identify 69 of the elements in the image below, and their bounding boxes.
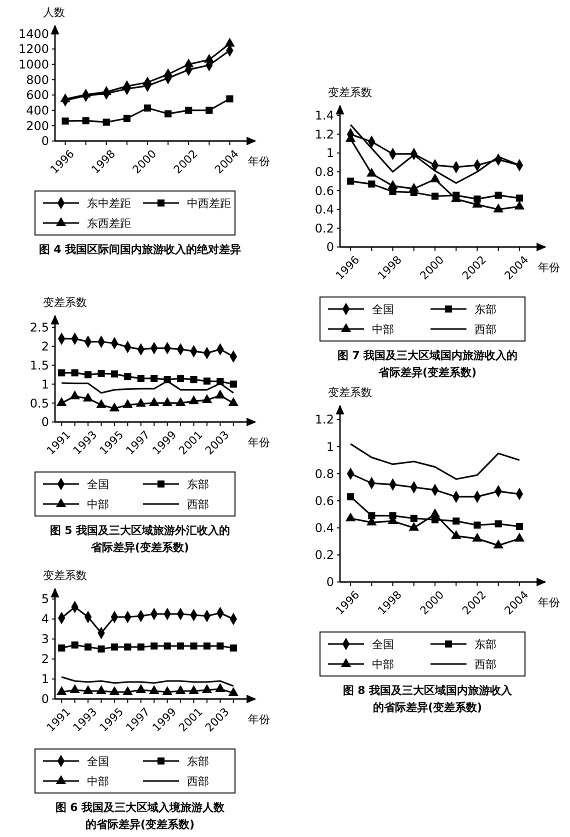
legend-label: 中部 (87, 774, 109, 788)
y-tick-label: 800 (26, 72, 49, 87)
y-tick-label: 2.5 (30, 320, 49, 335)
text: 图 6 我国及三大区域入境旅游人数的省际差异(变差系数) (55, 801, 226, 831)
y-tick-label: 0.4 (314, 202, 334, 217)
y-tick-label: 2 (41, 652, 49, 666)
x-axis-title: 年份 (538, 596, 560, 609)
legend-label: 西部 (187, 774, 209, 788)
y-tick-label: 0.6 (314, 494, 334, 508)
text: 图 4 我国区际间国内旅游收入的绝对差异 (38, 243, 242, 256)
y-tick-label: 1.2 (314, 127, 334, 142)
legend-label: 全国 (87, 754, 109, 768)
y-tick-label: 1.4 (314, 108, 334, 123)
y-axis-title: 变差系数 (328, 86, 372, 99)
x-axis-title: 年份 (248, 436, 270, 449)
legend-label: 东部 (474, 638, 496, 651)
text: 图 8 我国及三大区域国内旅游收入的省际差异(变差系数) (342, 684, 514, 714)
y-tick-label: 0.2 (314, 548, 334, 562)
legend-label: 中部 (372, 322, 394, 336)
y-tick-label: 0 (41, 134, 49, 148)
y-axis-title: 人数 (43, 6, 65, 19)
y-tick-label: 0 (326, 240, 334, 254)
y-tick-label: 1200 (18, 42, 49, 56)
y-tick-label: 0.8 (314, 466, 334, 481)
legend-label: 中部 (87, 498, 109, 511)
y-tick-label: 2 (41, 339, 49, 354)
y-tick-label: 1000 (18, 58, 49, 72)
y-tick-label: 1 (326, 440, 334, 454)
legend-label: 全国 (372, 638, 394, 651)
legend-label: 中西差距 (187, 196, 231, 210)
y-tick-label: 1 (41, 672, 49, 686)
y-tick-label: 0 (41, 692, 49, 706)
y-tick-label: 200 (26, 118, 49, 133)
legend-label: 全国 (87, 478, 109, 491)
legend-label: 西部 (187, 498, 209, 511)
y-tick-label: 0.2 (314, 221, 334, 236)
y-tick-label: 5 (41, 592, 49, 606)
y-tick-label: 0.6 (314, 184, 334, 198)
y-tick-label: 1.2 (314, 412, 334, 427)
y-tick-label: 600 (26, 88, 49, 102)
x-axis-title: 年份 (538, 261, 560, 274)
y-tick-label: 400 (26, 104, 49, 118)
y-tick-label: 1 (41, 377, 49, 392)
legend-label: 东部 (187, 478, 209, 491)
x-axis-title: 年份 (248, 155, 270, 168)
y-tick-label: 1 (326, 146, 334, 160)
legend-label: 东西差距 (87, 216, 131, 230)
y-tick-label: 0.5 (30, 396, 49, 410)
y-tick-label: 4 (41, 612, 49, 626)
legend-label: 中部 (372, 658, 394, 671)
y-tick-label: 3 (41, 632, 49, 646)
y-tick-label: 1.5 (30, 358, 49, 372)
y-tick-label: 0 (326, 575, 334, 590)
y-tick-label: 0.8 (314, 165, 334, 179)
legend-label: 西部 (474, 322, 496, 336)
y-axis-title: 变差系数 (43, 569, 87, 582)
y-tick-label: 1400 (18, 26, 49, 41)
legend-label: 东部 (187, 754, 209, 768)
text: 图 5 我国及三大区域旅游外汇收入的省际差异(变差系数) (50, 524, 230, 554)
legend-label: 西部 (474, 658, 496, 671)
legend-label: 东中差距 (87, 196, 131, 210)
y-axis-title: 变差系数 (328, 386, 372, 399)
legend-label: 东部 (474, 302, 496, 316)
legend-label: 全国 (372, 302, 394, 316)
y-axis-title: 变差系数 (43, 296, 87, 309)
y-tick-label: 0 (41, 415, 49, 430)
y-tick-label: 0.4 (314, 521, 334, 536)
x-axis-title: 年份 (248, 713, 270, 726)
text: 图 7 我国及三大区域国内旅游收入的省际差异(变差系数) (337, 349, 518, 379)
